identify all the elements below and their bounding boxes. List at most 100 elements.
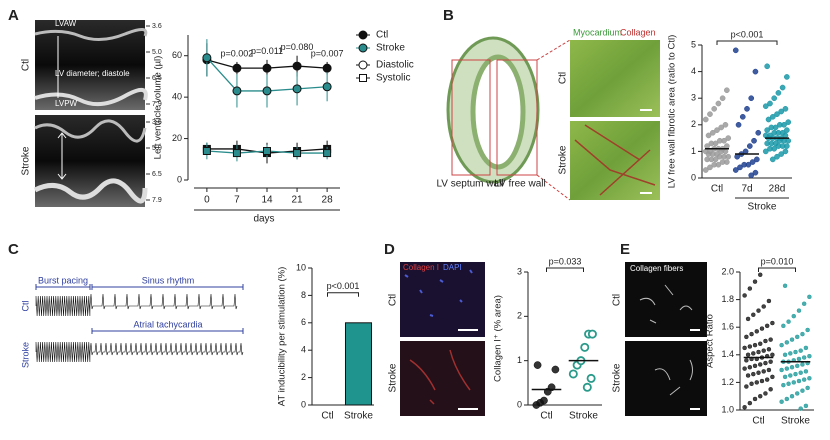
depth-tick-label: 5.0	[152, 145, 162, 152]
y-tick-label: 4	[691, 66, 696, 76]
point	[715, 100, 722, 107]
x-tick-label: 21	[291, 195, 303, 206]
point	[763, 391, 768, 396]
point	[786, 381, 791, 387]
y-tick-label: 1.6	[721, 322, 734, 332]
point	[756, 349, 761, 355]
y-tick-label: 3	[517, 266, 522, 276]
point	[742, 148, 749, 155]
row-label: Ctl	[612, 294, 623, 306]
point	[723, 159, 730, 165]
group-label: Stroke	[748, 202, 777, 213]
stain-images	[400, 262, 485, 416]
depth-tick-label: 3.6	[152, 119, 162, 126]
point	[751, 371, 756, 377]
point	[763, 360, 768, 366]
echo-label: LVPW	[55, 99, 78, 108]
depth-tick-label: 6.5	[152, 171, 162, 178]
ecg-trace	[35, 293, 238, 317]
point	[744, 105, 750, 112]
p-value: p<0.001	[731, 29, 764, 39]
point	[770, 352, 775, 358]
x-tick-label: 28d	[769, 184, 786, 195]
point	[766, 347, 772, 352]
image-title: Collagen fibers	[630, 264, 683, 273]
point	[756, 308, 761, 313]
point	[751, 137, 757, 144]
y-tick-label: 0	[691, 172, 696, 182]
p-value: p=0.080	[281, 42, 314, 52]
point	[772, 140, 779, 147]
point	[711, 105, 718, 112]
point	[796, 378, 802, 384]
point	[768, 359, 773, 364]
y-tick-label: 40	[172, 92, 182, 102]
point	[742, 404, 747, 410]
point	[754, 380, 760, 385]
point	[796, 356, 802, 362]
point	[807, 353, 812, 359]
p-value: p=0.033	[549, 256, 582, 266]
point	[745, 352, 751, 358]
point	[775, 90, 782, 96]
legend-marker	[358, 60, 368, 70]
point	[737, 164, 743, 171]
point	[782, 352, 788, 358]
bar	[344, 322, 373, 406]
x-tick-label: Ctl	[321, 411, 333, 422]
point	[782, 283, 788, 289]
depth-tick-label: 3.6	[152, 23, 162, 30]
point	[745, 373, 751, 378]
point	[794, 391, 800, 396]
point	[742, 366, 747, 371]
point	[744, 384, 749, 389]
point	[751, 312, 756, 318]
point	[774, 111, 780, 118]
x-tick-label: Ctl	[711, 184, 723, 195]
p-value: p<0.001	[327, 281, 360, 291]
y-tick-label: 4	[301, 345, 306, 355]
point	[757, 341, 763, 347]
point	[202, 53, 212, 63]
point	[745, 161, 752, 168]
y-tick-label: 10	[296, 262, 306, 272]
point	[764, 63, 771, 70]
point	[754, 329, 760, 334]
y-tick-label: 1.4	[721, 349, 734, 359]
point	[752, 279, 758, 284]
point	[582, 382, 592, 392]
point	[766, 367, 772, 373]
x-axis-label: days	[253, 214, 274, 225]
point	[803, 369, 809, 374]
point	[757, 393, 763, 399]
y-tick-label: 2	[517, 311, 522, 321]
point	[757, 362, 763, 367]
point	[725, 153, 732, 160]
point	[769, 156, 776, 163]
point	[766, 298, 772, 304]
significance-bracket	[546, 267, 584, 272]
point	[540, 396, 548, 405]
point	[322, 82, 332, 92]
point	[715, 161, 722, 168]
stain-label: Collagen I	[403, 263, 439, 272]
point	[791, 313, 797, 319]
point	[749, 381, 754, 387]
point	[784, 396, 790, 402]
depth-tick-label: 7.9	[152, 101, 162, 108]
point	[782, 148, 789, 155]
point	[263, 147, 271, 155]
point	[807, 376, 812, 381]
point	[709, 129, 716, 136]
point	[781, 121, 787, 128]
point	[725, 135, 732, 141]
legend-label: Systolic	[376, 73, 410, 84]
point	[752, 396, 758, 402]
point	[791, 380, 797, 385]
phase-label: Atrial tachycardia	[133, 319, 202, 329]
point	[788, 373, 793, 378]
point	[779, 129, 786, 136]
point	[323, 149, 332, 158]
point	[803, 345, 809, 351]
point	[764, 127, 771, 133]
